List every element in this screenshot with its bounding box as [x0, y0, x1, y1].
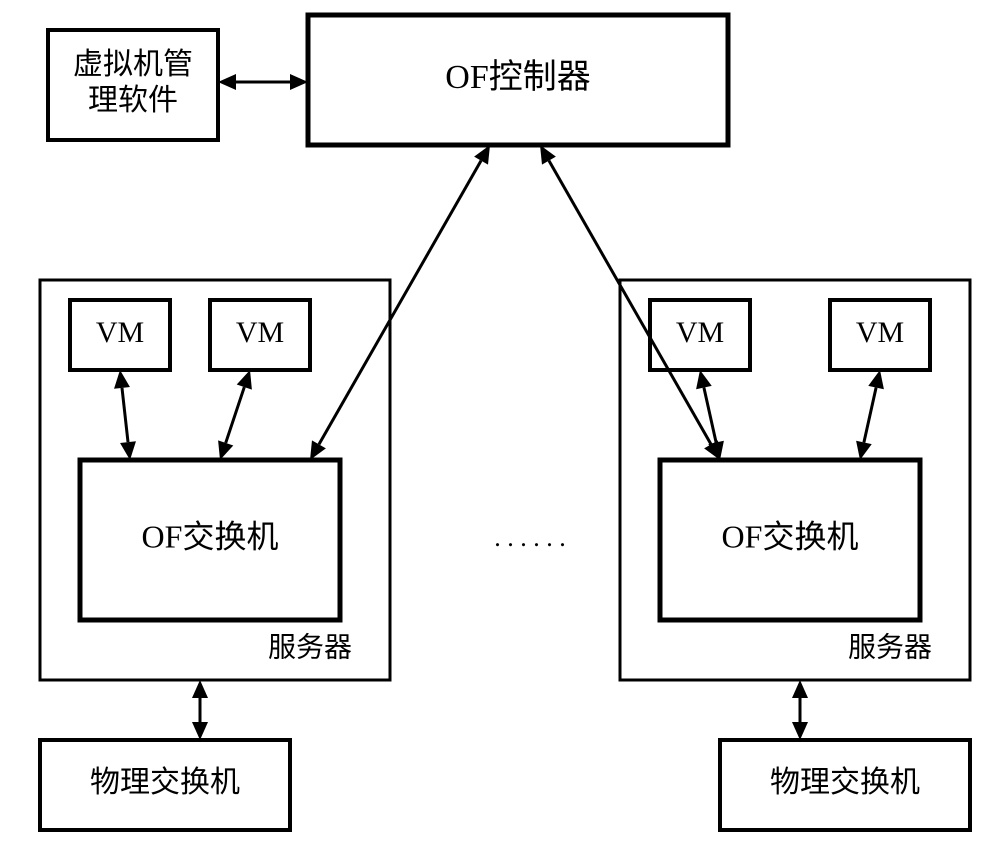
switch-right-label: OF交换机 [722, 518, 859, 554]
vm-r1-box: VM [650, 300, 750, 370]
vm-manager-label-1: 虚拟机管 [73, 48, 193, 81]
vm-l1-box: VM [70, 300, 170, 370]
vm-r2-label: VM [856, 316, 904, 349]
switch-left-label: OF交换机 [142, 518, 279, 554]
vm-manager-label-2: 理软件 [88, 84, 178, 117]
vm-l1-label: VM [96, 316, 144, 349]
arrowhead-icon [290, 74, 308, 90]
arrowhead-icon [218, 74, 236, 90]
switch-right-box: OF交换机 [660, 460, 920, 620]
phys-switch-left-box: 物理交换机 [40, 740, 290, 830]
phys-switch-right-label: 物理交换机 [770, 766, 920, 799]
server-right-label: 服务器 [848, 631, 932, 663]
arrowhead-icon [192, 722, 208, 740]
controller-box: OF控制器 [308, 15, 728, 145]
arrowhead-icon [192, 680, 208, 698]
arrowhead-icon [792, 680, 808, 698]
phys-switch-left-label: 物理交换机 [90, 766, 240, 799]
arrowhead-icon [792, 722, 808, 740]
controller-label: OF控制器 [445, 58, 590, 96]
ellipsis-label: . . . . . . [494, 523, 566, 552]
vm-manager-box: 虚拟机管 理软件 [48, 30, 218, 140]
server-left-label: 服务器 [268, 631, 352, 663]
vm-l2-box: VM [210, 300, 310, 370]
phys-switch-right-box: 物理交换机 [720, 740, 970, 830]
switch-left-box: OF交换机 [80, 460, 340, 620]
vm-r2-box: VM [830, 300, 930, 370]
vm-r1-label: VM [676, 316, 724, 349]
vm-l2-label: VM [236, 316, 284, 349]
